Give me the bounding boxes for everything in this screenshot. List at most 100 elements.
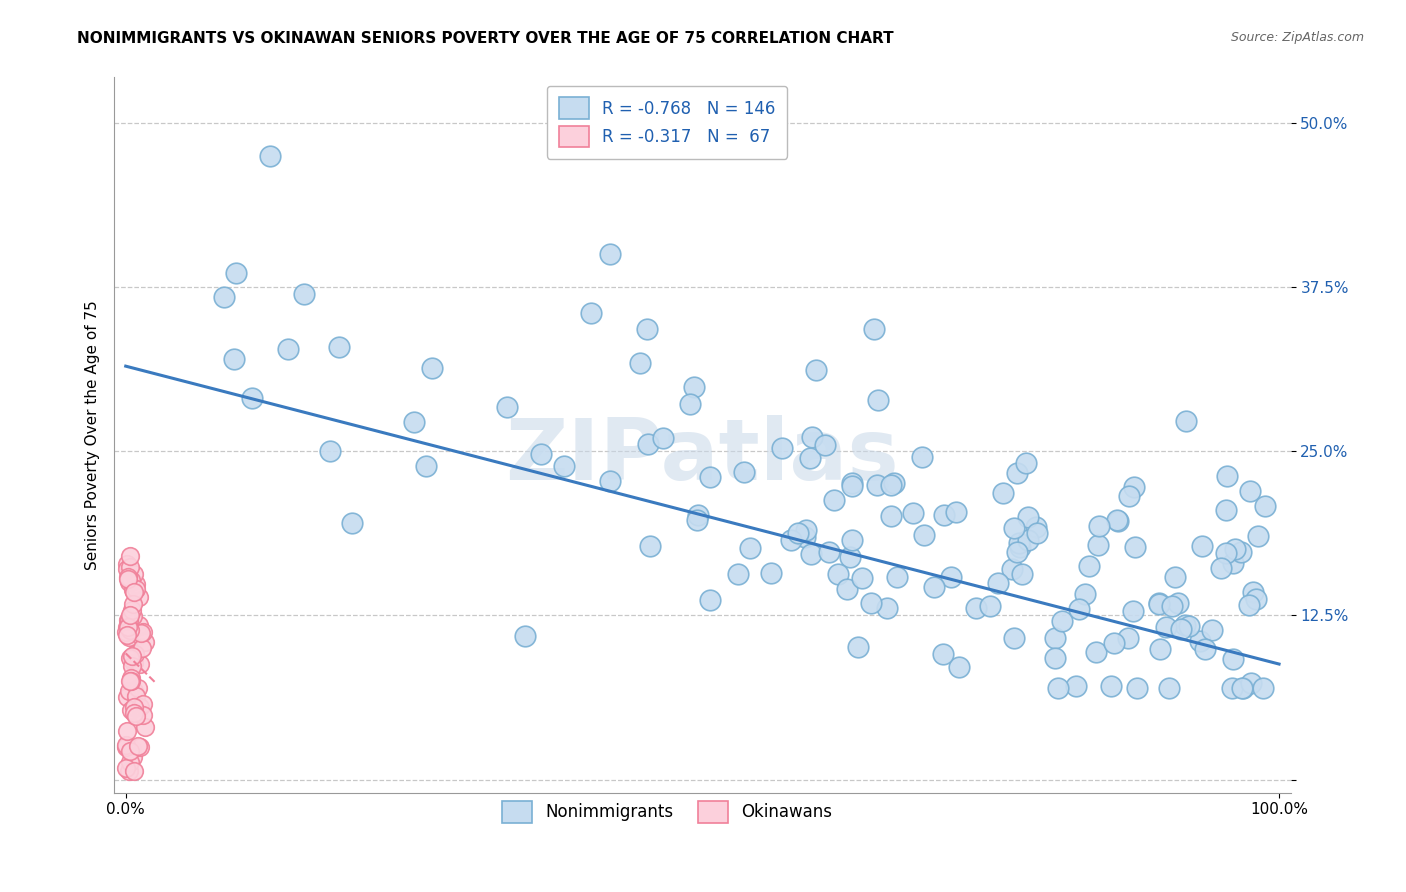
Point: [127, 681, 149, 696]
Point: [1066, 679, 1088, 693]
Point: [134, 720, 156, 734]
Point: [1125, 681, 1147, 695]
Point: [128, 590, 150, 604]
Point: [1167, 596, 1189, 610]
Point: [1215, 546, 1237, 560]
Point: [823, 492, 845, 507]
Point: [212, 290, 235, 304]
Point: [117, 570, 139, 584]
Point: [1240, 675, 1263, 690]
Point: [115, 761, 138, 775]
Point: [883, 476, 905, 491]
Point: [1189, 634, 1212, 648]
Point: [1230, 681, 1253, 695]
Point: [1105, 513, 1128, 527]
Point: [115, 625, 138, 640]
Point: [129, 657, 152, 671]
Point: [115, 557, 138, 571]
Point: [1069, 602, 1091, 616]
Point: [1154, 620, 1177, 634]
Point: [686, 513, 709, 527]
Point: [862, 322, 884, 336]
Point: [1043, 631, 1066, 645]
Point: [759, 566, 782, 580]
Point: [1164, 569, 1187, 583]
Point: [118, 608, 141, 623]
Point: [800, 547, 823, 561]
Point: [118, 575, 141, 590]
Point: [122, 656, 145, 670]
Point: [796, 523, 818, 537]
Point: [1116, 631, 1139, 645]
Point: [733, 466, 755, 480]
Point: [851, 572, 873, 586]
Point: [131, 625, 153, 640]
Point: [814, 438, 837, 452]
Point: [115, 690, 138, 704]
Point: [1025, 526, 1047, 541]
Point: [124, 684, 146, 698]
Point: [1147, 597, 1170, 611]
Point: [841, 476, 863, 491]
Point: [699, 470, 721, 484]
Point: [118, 549, 141, 564]
Point: [1002, 632, 1025, 646]
Point: [122, 567, 145, 582]
Point: [118, 683, 141, 698]
Point: [780, 533, 803, 547]
Point: [122, 608, 145, 623]
Point: [294, 287, 316, 301]
Point: [1087, 538, 1109, 552]
Point: [1015, 456, 1038, 470]
Point: [932, 508, 955, 522]
Point: [679, 397, 702, 411]
Point: [740, 541, 762, 556]
Point: [121, 742, 143, 756]
Point: [1017, 510, 1039, 524]
Point: [987, 575, 1010, 590]
Point: [1244, 591, 1267, 606]
Point: [1122, 604, 1144, 618]
Point: [1149, 642, 1171, 657]
Point: [128, 618, 150, 632]
Point: [924, 581, 946, 595]
Point: [1211, 561, 1233, 575]
Point: [965, 601, 987, 615]
Point: [1215, 503, 1237, 517]
Point: [652, 431, 675, 445]
Point: [120, 673, 142, 688]
Point: [636, 322, 658, 336]
Point: [1159, 681, 1181, 695]
Point: [1222, 556, 1244, 570]
Point: [866, 392, 889, 407]
Point: [1223, 541, 1246, 556]
Point: [948, 660, 970, 674]
Point: [115, 628, 138, 642]
Point: [804, 363, 827, 377]
Point: [931, 647, 953, 661]
Point: [1085, 645, 1108, 659]
Point: [1025, 520, 1047, 534]
Point: [114, 738, 136, 752]
Point: [122, 706, 145, 720]
Point: [122, 582, 145, 597]
Point: [1254, 499, 1277, 513]
Point: [799, 451, 821, 466]
Point: [131, 641, 153, 656]
Point: [415, 459, 437, 474]
Point: [131, 707, 153, 722]
Point: [1232, 681, 1254, 695]
Point: [912, 527, 935, 541]
Point: [1002, 521, 1025, 535]
Point: [125, 709, 148, 723]
Point: [880, 508, 903, 523]
Point: [1216, 469, 1239, 483]
Point: [122, 699, 145, 714]
Point: [120, 744, 142, 758]
Point: [1123, 480, 1146, 494]
Point: [1043, 651, 1066, 665]
Point: [939, 570, 962, 584]
Point: [1123, 540, 1146, 554]
Point: [945, 505, 967, 519]
Point: [1008, 535, 1031, 549]
